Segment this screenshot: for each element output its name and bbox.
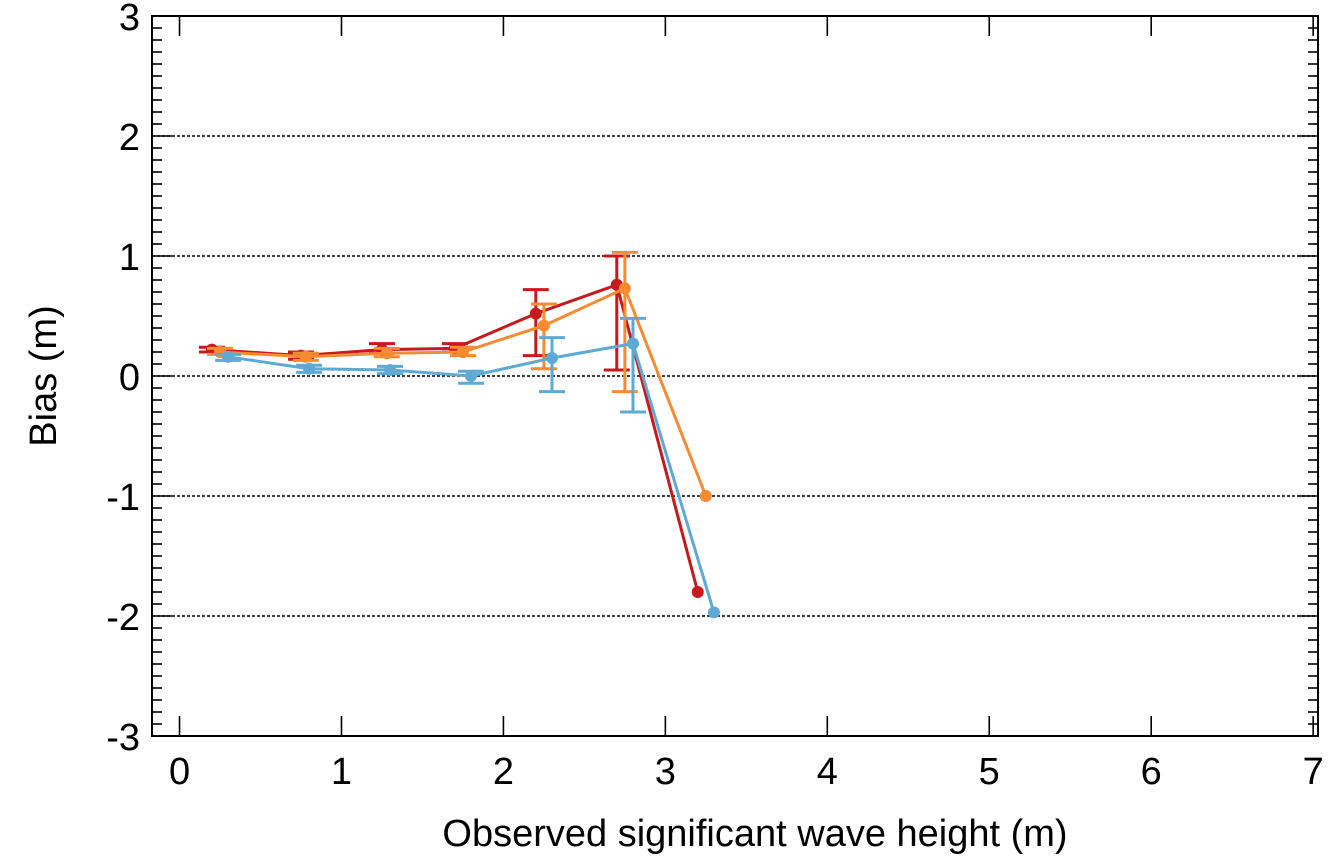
gridlines [152, 135, 1318, 617]
data-point [546, 352, 559, 364]
data-point [222, 350, 235, 363]
data-point [380, 347, 393, 360]
y-tick-label: -1 [106, 477, 140, 519]
data-point [618, 282, 631, 295]
y-tick-label: 2 [119, 117, 140, 159]
data-point [456, 346, 469, 358]
data-point [626, 337, 639, 350]
data-point [465, 370, 478, 382]
tick-labels: 0 1 2 3 4 5 6 7 3 2 1 0 -1 -2 -3 [106, 0, 1324, 793]
series-group [198, 250, 720, 619]
data-point [537, 319, 550, 332]
x-tick-label: 1 [331, 751, 352, 793]
y-tick-label: 1 [119, 237, 140, 279]
data-point [691, 586, 704, 598]
x-tick-label: 7 [1303, 751, 1324, 793]
data-point [303, 362, 316, 375]
x-axis-title: Observed significant wave height (m) [442, 813, 1067, 855]
y-axis-title: Bias (m) [23, 305, 65, 446]
data-point [707, 606, 720, 619]
series-1 [207, 250, 712, 502]
x-tick-label: 3 [655, 751, 676, 793]
data-point [384, 364, 397, 376]
data-point [529, 307, 542, 320]
axes [151, 15, 1319, 737]
data-point [699, 490, 712, 502]
x-tick-label: 0 [169, 751, 190, 793]
x-tick-label: 5 [979, 751, 1000, 793]
y-tick-label: -2 [106, 597, 140, 639]
series-0 [198, 254, 704, 598]
y-tick-label: -3 [106, 717, 140, 759]
y-tick-label: 3 [119, 0, 140, 39]
series-2 [215, 316, 720, 619]
data-point [299, 350, 312, 363]
x-tick-label: 2 [493, 751, 514, 793]
y-tick-label: 0 [119, 357, 140, 399]
x-tick-label: 4 [817, 751, 838, 793]
x-tick-label: 6 [1141, 751, 1162, 793]
